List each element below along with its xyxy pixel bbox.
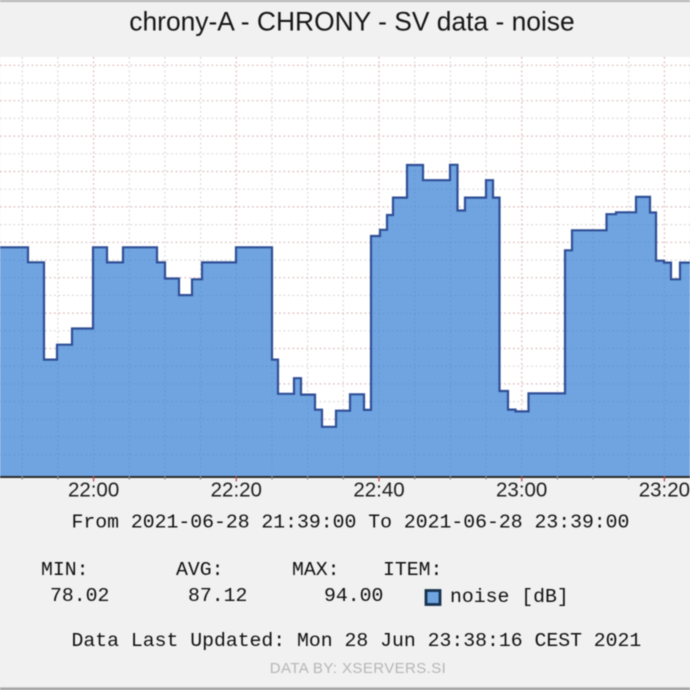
svg-text:DATA BY: XSERVERS.SI: DATA BY: XSERVERS.SI	[270, 660, 446, 677]
svg-text:22:20: 22:20	[211, 479, 262, 502]
svg-text:noise [dB]: noise [dB]	[450, 586, 569, 608]
svg-text:From 2021-06-28 21:39:00 To 20: From 2021-06-28 21:39:00 To 2021-06-28 2…	[72, 512, 630, 534]
svg-text:MIN:: MIN:	[41, 559, 88, 581]
svg-text:78.02: 78.02	[50, 585, 109, 607]
svg-text:MAX:: MAX:	[292, 559, 339, 581]
svg-text:22:40: 22:40	[353, 479, 404, 502]
svg-text:22:00: 22:00	[68, 479, 119, 502]
svg-text:87.12: 87.12	[188, 585, 247, 607]
svg-text:Data Last Updated: Mon 28 Jun: Data Last Updated: Mon 28 Jun 23:38:16 C…	[72, 630, 642, 652]
svg-text:23:00: 23:00	[496, 479, 547, 502]
svg-text:23:20: 23:20	[639, 479, 690, 502]
svg-text:AVG:: AVG:	[176, 559, 223, 581]
svg-text:94.00: 94.00	[324, 585, 383, 607]
svg-text:chrony-A - CHRONY - SV data -: chrony-A - CHRONY - SV data - noise	[129, 7, 574, 37]
svg-text:ITEM:: ITEM:	[383, 559, 442, 581]
